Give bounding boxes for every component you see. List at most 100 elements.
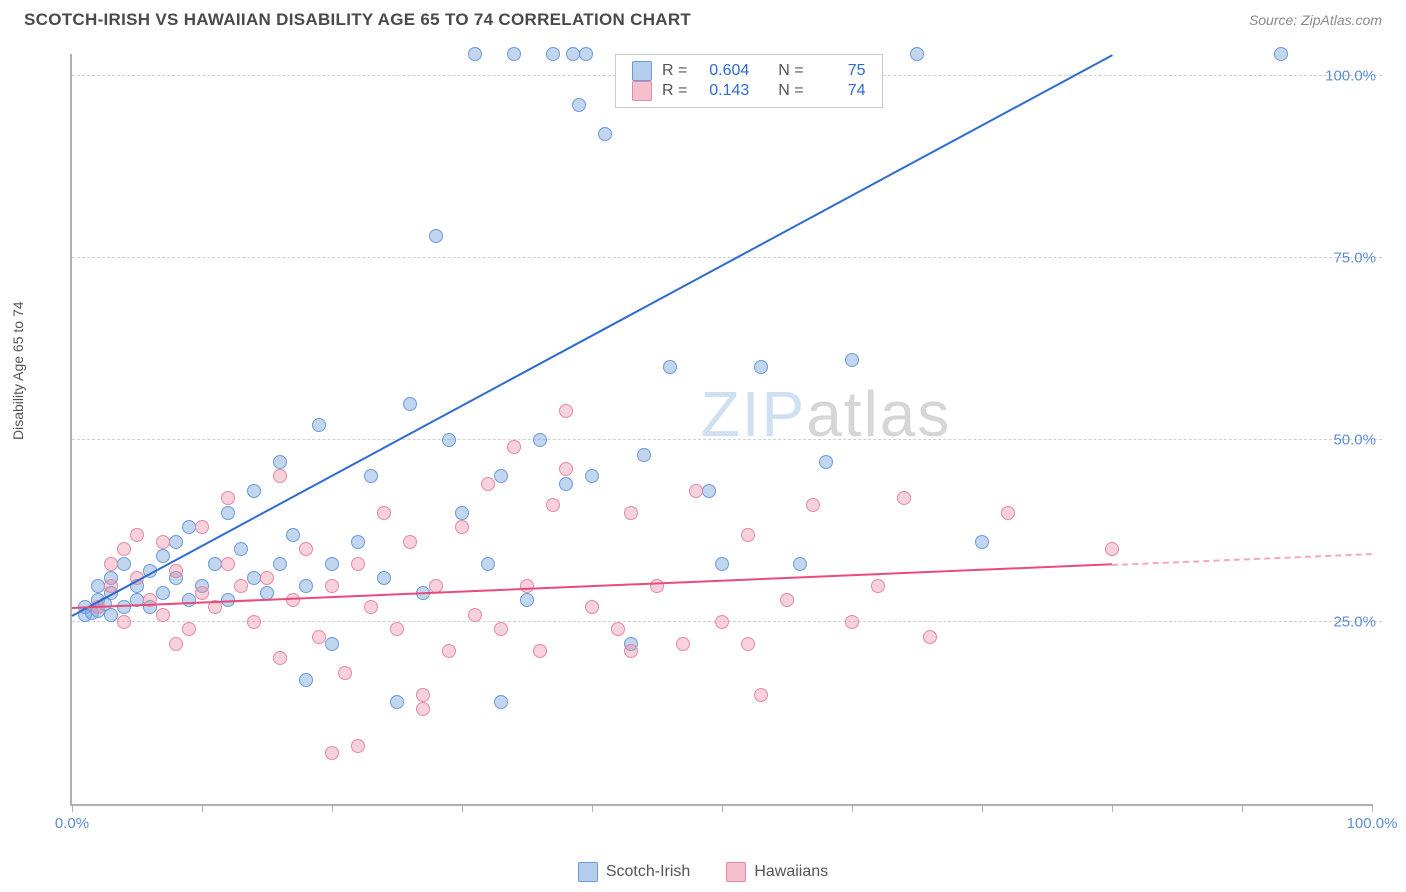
data-point <box>273 557 287 571</box>
data-point <box>494 622 508 636</box>
data-point <box>117 557 131 571</box>
data-point <box>234 579 248 593</box>
data-point <box>117 600 131 614</box>
data-point <box>715 615 729 629</box>
y-axis-label: Disability Age 65 to 74 <box>10 301 26 440</box>
data-point <box>156 608 170 622</box>
data-point <box>494 695 508 709</box>
data-point <box>533 644 547 658</box>
data-point <box>91 579 105 593</box>
data-point <box>351 739 365 753</box>
data-point <box>156 535 170 549</box>
data-point <box>416 702 430 716</box>
data-point <box>182 520 196 534</box>
data-point <box>351 557 365 571</box>
data-point <box>1274 47 1288 61</box>
data-point <box>416 688 430 702</box>
data-point <box>598 127 612 141</box>
data-point <box>286 593 300 607</box>
data-point <box>481 477 495 491</box>
data-point <box>390 695 404 709</box>
data-point <box>676 637 690 651</box>
data-point <box>806 498 820 512</box>
data-point <box>585 469 599 483</box>
swatch-scotch-irish-icon <box>578 862 598 882</box>
data-point <box>273 455 287 469</box>
x-tick <box>592 804 593 812</box>
data-point <box>299 542 313 556</box>
data-point <box>520 579 534 593</box>
data-point <box>566 47 580 61</box>
x-min-label: 0.0% <box>55 815 89 832</box>
chart-header: SCOTCH-IRISH VS HAWAIIAN DISABILITY AGE … <box>0 0 1406 36</box>
data-point <box>754 360 768 374</box>
stats-row-1: R = 0.604 N = 75 <box>632 61 866 81</box>
stats-row-2: R = 0.143 N = 74 <box>632 81 866 101</box>
y-tick-label: 100.0% <box>1317 67 1376 84</box>
data-point <box>286 528 300 542</box>
x-max-label: 100.0% <box>1347 815 1398 832</box>
data-point <box>117 542 131 556</box>
data-point <box>546 498 560 512</box>
data-point <box>221 491 235 505</box>
data-point <box>702 484 716 498</box>
data-point <box>247 484 261 498</box>
data-point <box>156 586 170 600</box>
data-point <box>611 622 625 636</box>
data-point <box>364 469 378 483</box>
y-tick-label: 75.0% <box>1325 249 1376 266</box>
data-point <box>117 615 131 629</box>
data-point <box>468 47 482 61</box>
data-point <box>429 229 443 243</box>
data-point <box>507 440 521 454</box>
data-point <box>195 520 209 534</box>
data-point <box>260 571 274 585</box>
data-point <box>429 579 443 593</box>
data-point <box>559 462 573 476</box>
data-point <box>130 528 144 542</box>
data-point <box>442 433 456 447</box>
data-point <box>221 506 235 520</box>
data-point <box>637 448 651 462</box>
data-point <box>494 469 508 483</box>
chart-container: Disability Age 65 to 74 ZIPatlas R = 0.6… <box>24 44 1382 836</box>
data-point <box>325 557 339 571</box>
data-point <box>299 673 313 687</box>
data-point <box>546 47 560 61</box>
data-point <box>442 644 456 658</box>
data-point <box>845 353 859 367</box>
data-point <box>312 630 326 644</box>
data-point <box>169 564 183 578</box>
data-point <box>325 746 339 760</box>
data-point <box>390 622 404 636</box>
data-point <box>1105 542 1119 556</box>
data-point <box>195 586 209 600</box>
data-point <box>104 557 118 571</box>
data-point <box>897 491 911 505</box>
data-point <box>624 644 638 658</box>
x-tick <box>72 804 73 812</box>
chart-title: SCOTCH-IRISH VS HAWAIIAN DISABILITY AGE … <box>24 10 691 30</box>
data-point <box>715 557 729 571</box>
data-point <box>741 528 755 542</box>
x-tick <box>1372 804 1373 812</box>
data-point <box>455 506 469 520</box>
bottom-legend: Scotch-Irish Hawaiians <box>0 862 1406 882</box>
x-tick <box>852 804 853 812</box>
data-point <box>156 549 170 563</box>
data-point <box>910 47 924 61</box>
data-point <box>741 637 755 651</box>
data-point <box>325 637 339 651</box>
data-point <box>351 535 365 549</box>
swatch-hawaiians-icon <box>726 862 746 882</box>
data-point <box>364 600 378 614</box>
data-point <box>221 557 235 571</box>
data-point <box>572 98 586 112</box>
trend-line <box>72 54 1113 616</box>
data-point <box>1001 506 1015 520</box>
data-point <box>312 418 326 432</box>
data-point <box>273 651 287 665</box>
x-tick <box>202 804 203 812</box>
plot-area: ZIPatlas R = 0.604 N = 75 R = 0.143 N = … <box>70 54 1372 806</box>
x-tick <box>332 804 333 812</box>
